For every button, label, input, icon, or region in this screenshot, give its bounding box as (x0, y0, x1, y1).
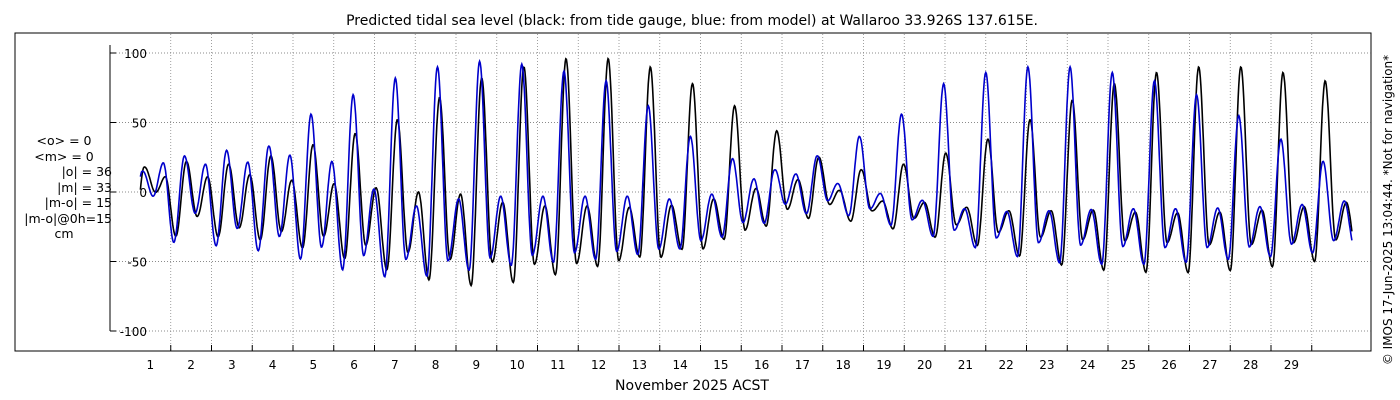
x-tick-label: 24 (1080, 358, 1095, 372)
stat-abs-obs: |o| = 36 (61, 164, 112, 179)
x-tick-label: 15 (713, 358, 728, 372)
x-tick-label: 3 (228, 358, 236, 372)
stat-abs-diff: |m-o| = 15 (44, 195, 112, 210)
x-tick-label: 18 (835, 358, 850, 372)
series-line-model (139, 58, 1353, 278)
y-axis: -100 -50 0 50 100 (110, 47, 147, 339)
series-line-tide-gauge (139, 56, 1353, 288)
x-tick-label: 17 (795, 358, 810, 372)
chart-title: Predicted tidal sea level (black: from t… (346, 13, 1038, 29)
x-tick-label: 13 (632, 358, 647, 372)
x-tick-label: 5 (310, 358, 318, 372)
x-tick-label: 1 (147, 358, 155, 372)
x-tick-label: 12 (591, 358, 606, 372)
copyright-notice: © IMOS 17-Jun-2025 13:04:44. *Not for na… (1381, 55, 1395, 365)
x-axis: 1 2 3 4 5 6 7 8 9 10 11 12 13 14 15 16 17 18 19 20 21 22 23 24 2… (147, 345, 1313, 372)
x-axis-label: November 2025 ACST (615, 378, 769, 394)
x-tick-label: 4 (269, 358, 277, 372)
y-tick-label: 50 (132, 117, 147, 131)
stat-unit: cm (54, 226, 74, 241)
y-tick-label: -50 (127, 256, 147, 270)
x-tick-label: 27 (1202, 358, 1217, 372)
stat-abs-model: |m| = 33 (57, 179, 112, 195)
y-tick-label: 0 (139, 186, 147, 200)
y-tick-label: 100 (124, 47, 147, 61)
x-tick-label: 19 (876, 358, 891, 372)
y-tick-label: -100 (120, 325, 147, 339)
stat-mean-model: <m> = 0 (34, 148, 94, 164)
stat-abs-diff-0h: |m-o|@0h=15 (24, 210, 112, 226)
x-tick-label: 8 (432, 358, 440, 372)
x-tick-label: 14 (672, 358, 687, 372)
x-tick-label: 23 (1039, 358, 1054, 372)
x-tick-label: 9 (473, 358, 481, 372)
x-tick-label: 10 (509, 358, 524, 372)
x-tick-label: 22 (998, 358, 1013, 372)
x-tick-label: 16 (754, 358, 769, 372)
x-tick-label: 2 (187, 358, 195, 372)
series-layer (139, 56, 1353, 288)
x-tick-label: 11 (550, 358, 565, 372)
x-tick-label: 28 (1243, 358, 1258, 372)
x-tick-label: 20 (917, 358, 932, 372)
stats-panel: <o> = 0 <m> = 0 |o| = 36 |m| = 33 |m-o| … (14, 133, 114, 242)
x-tick-label: 21 (958, 358, 973, 372)
stat-mean-obs: <o> = 0 (36, 133, 92, 148)
x-tick-label: 25 (1121, 358, 1136, 372)
x-tick-label: 26 (1161, 358, 1176, 372)
x-tick-label: 6 (350, 358, 358, 372)
x-tick-label: 7 (391, 358, 399, 372)
x-tick-label: 29 (1284, 358, 1299, 372)
